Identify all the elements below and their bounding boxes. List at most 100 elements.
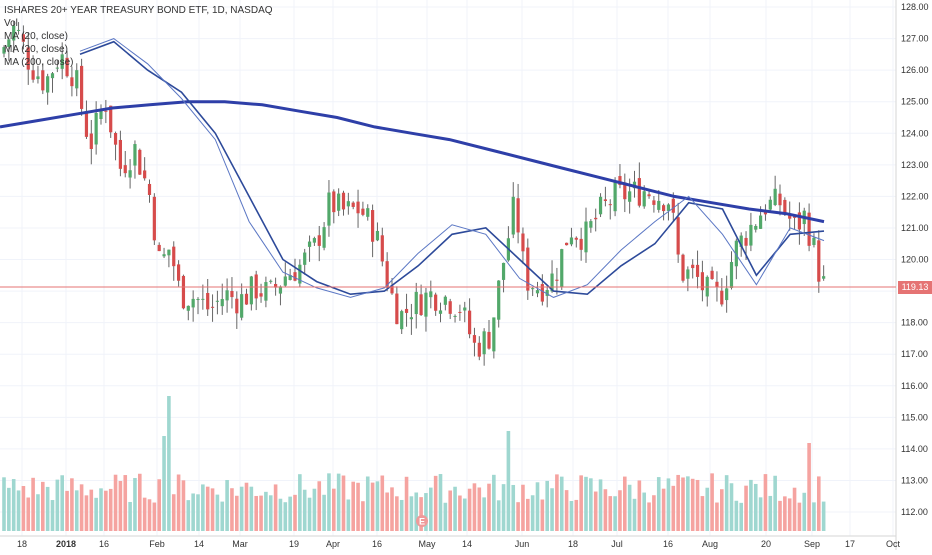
volume-bar bbox=[118, 480, 123, 531]
candle-body bbox=[84, 112, 89, 137]
volume-bar bbox=[409, 496, 414, 531]
legend-ma-200[interactable]: MA (200, close) bbox=[4, 57, 74, 68]
candle-body bbox=[565, 242, 569, 246]
candle-body bbox=[104, 110, 108, 112]
candle-body bbox=[744, 237, 748, 246]
candle-body bbox=[409, 317, 413, 320]
candle-body bbox=[322, 227, 326, 248]
volume-bar bbox=[113, 474, 118, 531]
candle-body bbox=[453, 315, 457, 317]
candle-body bbox=[12, 25, 16, 41]
candle-body bbox=[671, 198, 675, 213]
volume-bar bbox=[142, 497, 147, 531]
volume-bar bbox=[21, 486, 26, 531]
volume-bar bbox=[647, 502, 651, 531]
x-tick-label: Sep bbox=[804, 539, 820, 549]
candle-body bbox=[196, 299, 200, 301]
volume-bar bbox=[273, 484, 278, 531]
volume-bar bbox=[550, 488, 554, 531]
legend-volume[interactable]: Vol bbox=[4, 18, 18, 29]
volume-bar bbox=[167, 396, 171, 531]
volume-bar bbox=[681, 477, 685, 531]
volume-bar bbox=[278, 498, 283, 531]
volume-bar bbox=[65, 490, 69, 531]
candle-body bbox=[206, 292, 210, 310]
volume-bar bbox=[171, 494, 176, 531]
volume-bar bbox=[147, 499, 152, 531]
volume-bar bbox=[293, 494, 297, 531]
volume-bar bbox=[516, 502, 520, 531]
candle-body bbox=[259, 293, 263, 297]
candle-body bbox=[545, 290, 549, 296]
volume-bar bbox=[734, 500, 739, 531]
volume-bar bbox=[690, 478, 695, 531]
candle-body bbox=[458, 311, 462, 313]
legend-ma-fast[interactable]: MA (20, close) bbox=[4, 31, 68, 42]
volume-bar bbox=[133, 478, 137, 531]
candle-body bbox=[94, 112, 98, 145]
candle-body bbox=[720, 290, 724, 305]
candle-body bbox=[172, 246, 176, 267]
volume-bar bbox=[467, 488, 472, 531]
candle-body bbox=[385, 261, 389, 288]
candle-body bbox=[710, 270, 714, 279]
volume-bar bbox=[351, 481, 355, 531]
candle-body bbox=[264, 282, 268, 301]
candle-body bbox=[550, 273, 554, 292]
candle-body bbox=[395, 293, 399, 325]
candle-body bbox=[177, 264, 181, 281]
candle-body bbox=[662, 205, 666, 212]
candle-body bbox=[521, 233, 525, 252]
y-tick-label: 115.00 bbox=[901, 412, 928, 422]
volume-bar bbox=[89, 489, 94, 531]
candle-body bbox=[390, 285, 394, 294]
x-tick-label: 14 bbox=[462, 539, 472, 549]
candle-body bbox=[812, 237, 816, 245]
candle-body bbox=[623, 182, 627, 200]
candle-body bbox=[118, 139, 122, 169]
x-tick-label: 18 bbox=[568, 539, 578, 549]
candle-body bbox=[700, 272, 704, 291]
volume-bar bbox=[365, 476, 370, 531]
candle-body bbox=[438, 310, 443, 314]
candle-body bbox=[75, 70, 79, 89]
volume-bar bbox=[45, 486, 50, 531]
candle-body bbox=[162, 254, 166, 257]
candle-body bbox=[749, 224, 753, 246]
volume-bar bbox=[686, 476, 690, 531]
volume-bar bbox=[729, 483, 734, 531]
volume-bar bbox=[458, 495, 462, 531]
volume-bar bbox=[477, 487, 482, 531]
candle-body bbox=[715, 281, 719, 288]
candle-body bbox=[157, 244, 161, 252]
candle-body bbox=[152, 196, 156, 241]
volume-bar bbox=[138, 473, 142, 531]
volume-bar bbox=[99, 488, 103, 531]
candle-body bbox=[31, 70, 35, 80]
volume-bar bbox=[613, 496, 617, 531]
y-tick-label: 116.00 bbox=[901, 381, 928, 391]
volume-bar bbox=[758, 497, 763, 531]
volume-bar bbox=[637, 480, 642, 531]
candle-body bbox=[244, 293, 249, 305]
ma-20-line-fast bbox=[79, 38, 825, 298]
legend-ma-slow[interactable]: MA (20, close) bbox=[4, 44, 68, 55]
volume-bar bbox=[419, 497, 423, 531]
candle-body bbox=[797, 212, 801, 230]
legend-symbol[interactable]: ISHARES 20+ YEAR TREASURY BOND ETF, 1D, … bbox=[4, 5, 273, 16]
candle-body bbox=[618, 176, 622, 185]
volume-bar bbox=[317, 481, 322, 531]
candle-body bbox=[351, 202, 355, 207]
x-tick-label: 16 bbox=[663, 539, 673, 549]
candle-body bbox=[366, 208, 370, 217]
volume-bar bbox=[312, 488, 317, 531]
candle-body bbox=[594, 217, 598, 220]
volume-bar bbox=[36, 494, 40, 531]
volume-bar bbox=[666, 478, 671, 531]
volume-bar bbox=[104, 490, 108, 531]
volume-bar bbox=[341, 475, 346, 531]
x-tick-label: Feb bbox=[149, 539, 165, 549]
volume-bar bbox=[783, 496, 787, 531]
